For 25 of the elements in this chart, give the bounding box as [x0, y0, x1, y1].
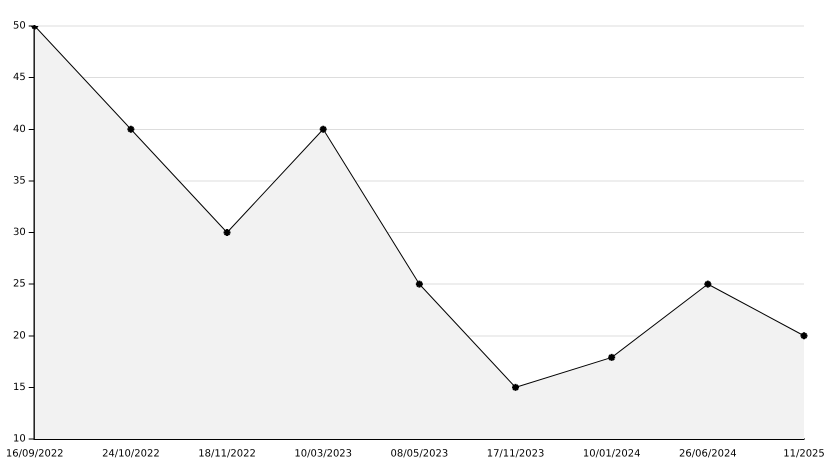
- x-tick-label: 08/05/2023: [390, 448, 448, 460]
- y-tick-label: 20: [12, 330, 26, 342]
- x-tick-label: 26/06/2024: [679, 448, 737, 460]
- point: [703, 280, 712, 289]
- y-tick-label: 15: [12, 382, 26, 393]
- x-tick-label: 24/10/2022: [102, 448, 160, 460]
- x-tick-label: 11/2025: [783, 448, 825, 460]
- point: [126, 124, 136, 134]
- point: [607, 352, 616, 362]
- point: [414, 280, 424, 289]
- y-tick-label: 35: [12, 175, 26, 186]
- x-tick-label: 16/09/2022: [6, 448, 64, 460]
- x-tick-label: 17/11/2023: [486, 448, 544, 460]
- y-tick-label: 25: [12, 278, 26, 290]
- x-tick-label: 10/03/2023: [294, 448, 352, 460]
- y-tick-label: 10: [12, 434, 26, 445]
- y-tick-label: 30: [12, 227, 26, 238]
- point: [511, 382, 520, 392]
- y-tick-label: 40: [12, 124, 26, 135]
- x-tick-label: 18/11/2022: [198, 448, 256, 460]
- y-tick-label: 45: [12, 72, 26, 84]
- y-tick-label: 50: [12, 20, 26, 32]
- point: [222, 228, 232, 237]
- point: [318, 124, 328, 134]
- x-tick-label: 10/01/2024: [582, 448, 640, 460]
